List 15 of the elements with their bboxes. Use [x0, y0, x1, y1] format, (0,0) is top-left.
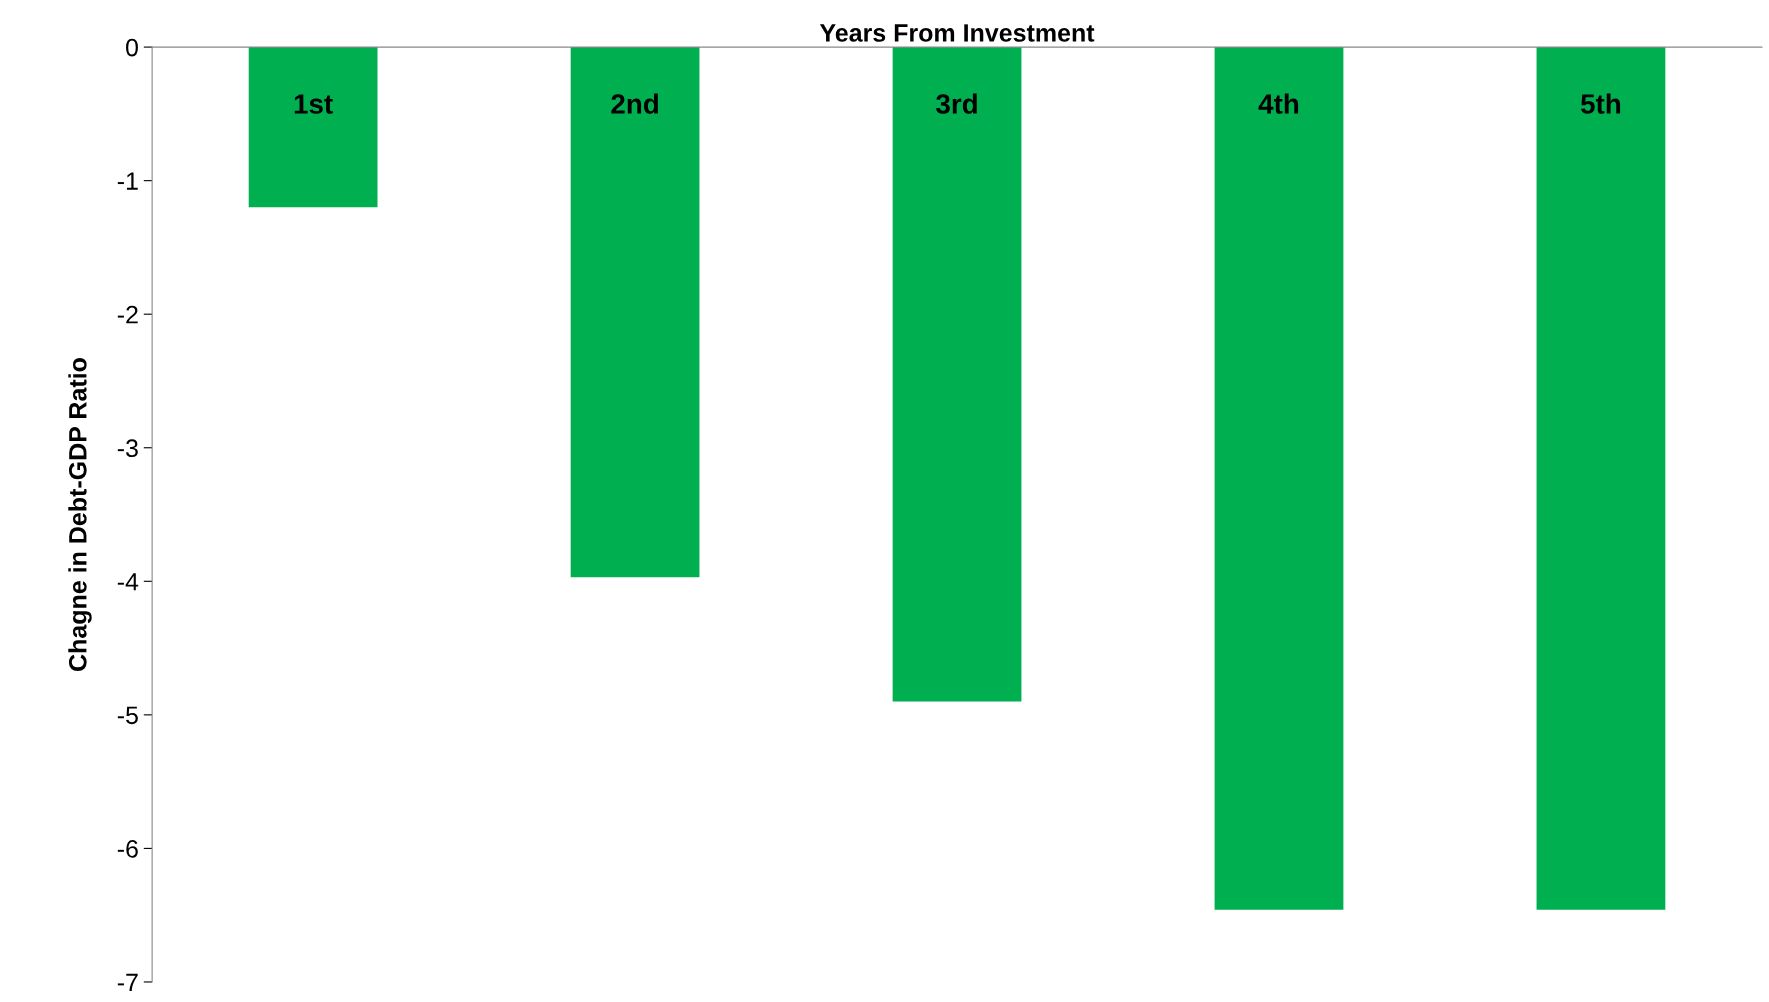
x-axis-title: Years From Investment	[819, 24, 1095, 42]
y-tick-label: -7	[117, 973, 138, 992]
x-tick-label: 5th	[1580, 93, 1621, 114]
y-tick-label: -2	[117, 305, 138, 324]
x-tick-label: 4th	[1258, 93, 1299, 114]
x-tick-label: 3rd	[936, 93, 977, 114]
x-tick-label: 1st	[294, 94, 333, 114]
y-axis-title: Chagne in Debt-GDP Ratio	[68, 358, 92, 671]
y-tick-label: -6	[117, 840, 138, 858]
y-tick-label: -3	[117, 439, 138, 458]
y-tick-label: -4	[117, 573, 139, 591]
y-tick-label: -1	[117, 172, 138, 190]
y-tick-label: 0	[126, 38, 138, 57]
x-tick-label: 2nd	[611, 93, 658, 114]
y-tick-label: -5	[117, 706, 138, 725]
